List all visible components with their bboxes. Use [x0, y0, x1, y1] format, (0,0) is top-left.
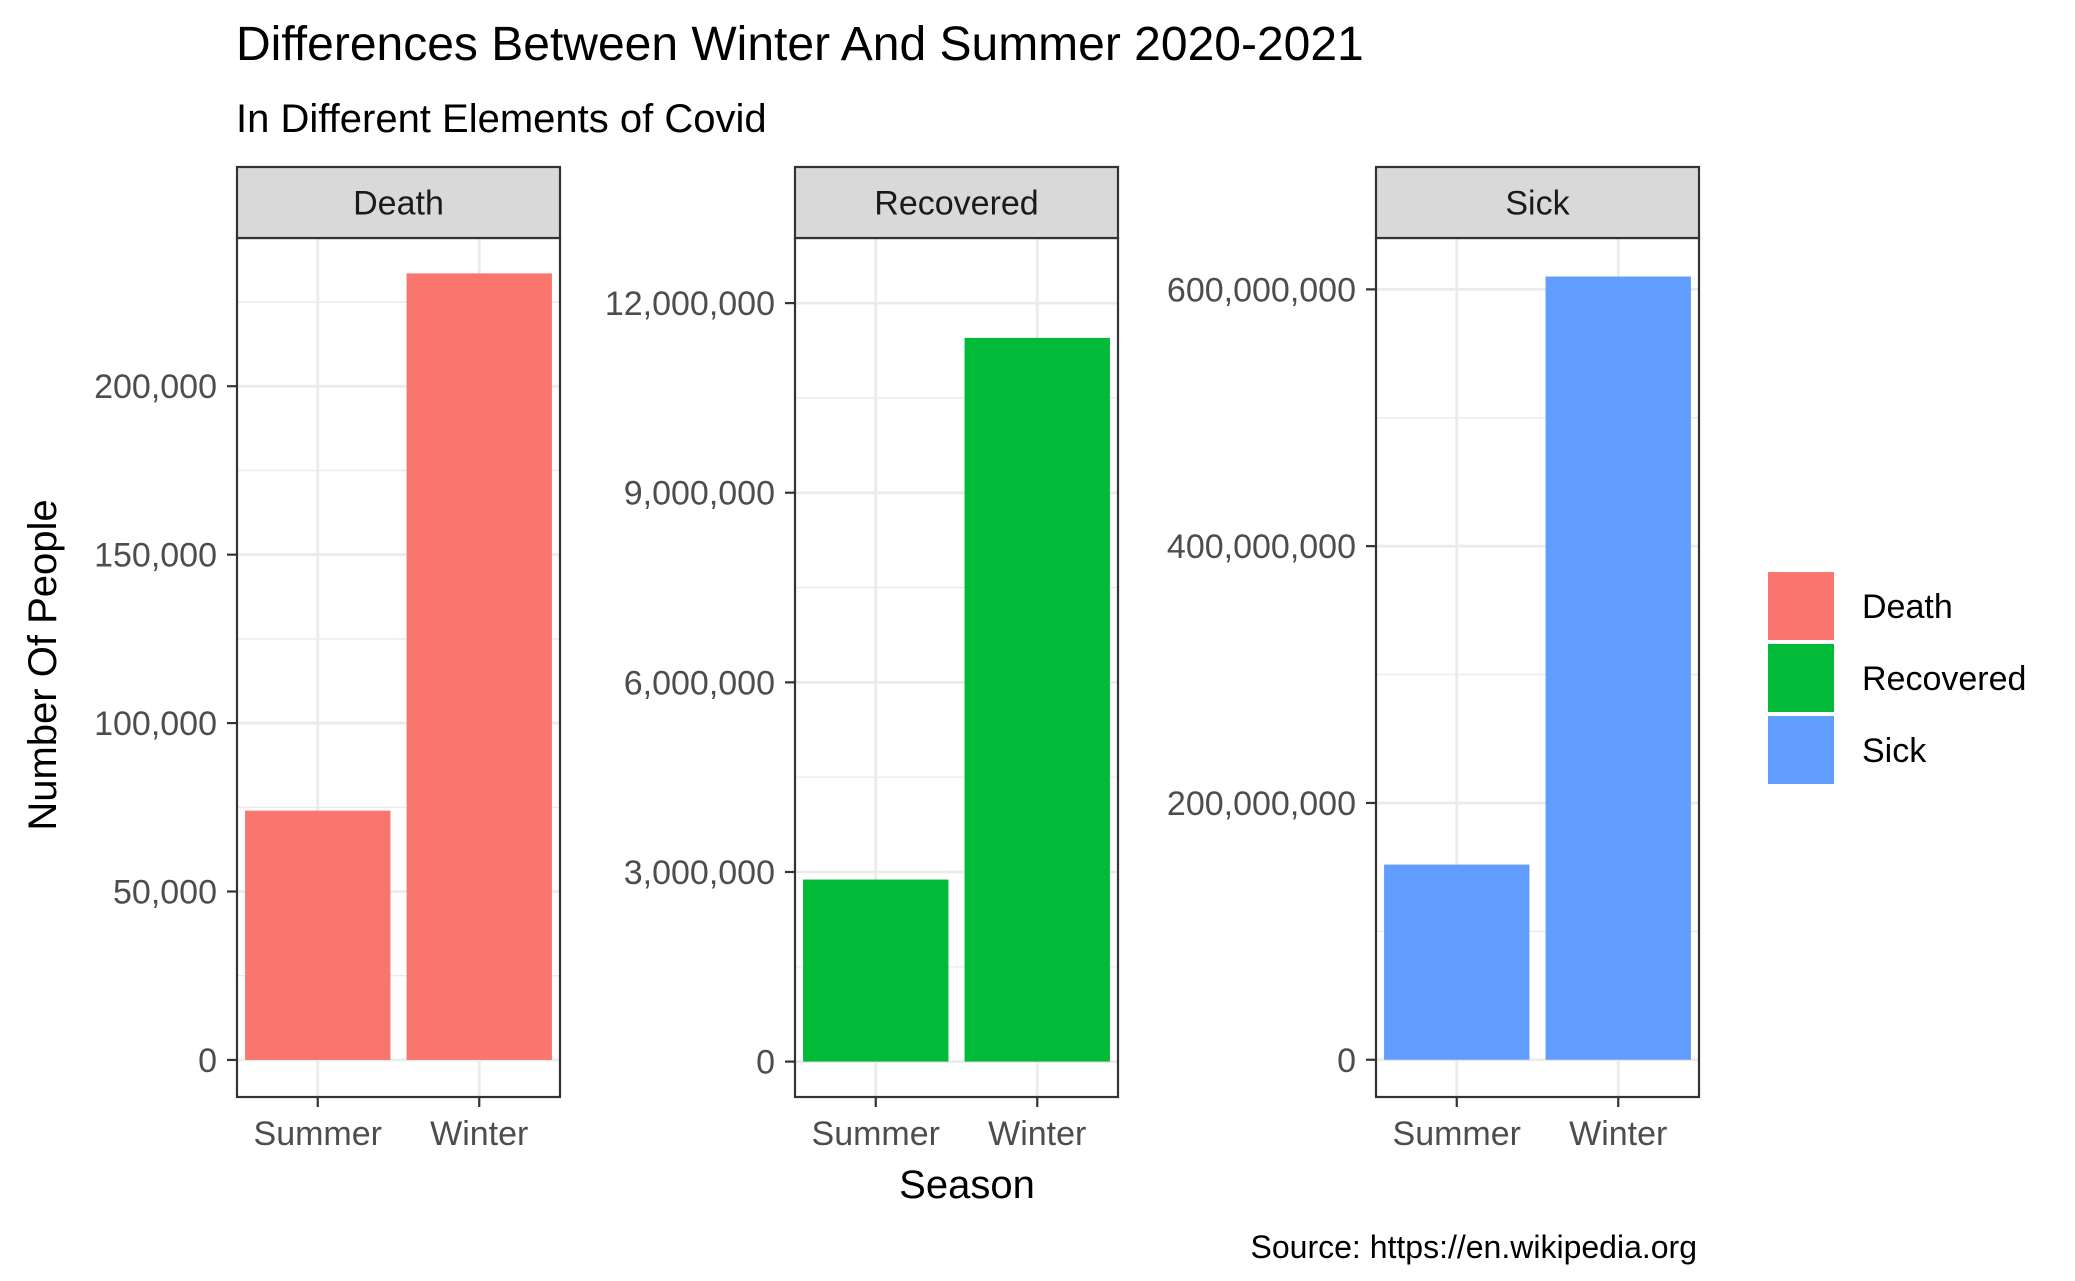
legend: Death Recovered Sick: [1768, 572, 2026, 784]
y-tick-label: 400,000,000: [1167, 528, 1356, 566]
facet-strip-label: Recovered: [874, 185, 1038, 223]
chart-subtitle: In Different Elements of Covid: [236, 97, 767, 141]
facet-strip: [1374, 165, 1701, 240]
y-tick-label: 50,000: [113, 874, 217, 912]
facet-sick: Sick 0 200,000,000 400,000,000 600,000,000 Su…: [1167, 165, 1701, 1153]
facet-strip-label: Sick: [1505, 185, 1570, 223]
y-tick-label: 12,000,000: [605, 285, 775, 323]
y-tick-label: 3,000,000: [624, 854, 775, 892]
x-tick-label: Summer: [254, 1115, 382, 1153]
x-tick-label: Summer: [1393, 1115, 1521, 1153]
bar-recovered-winter: [964, 337, 1110, 1062]
facet-strip: [793, 165, 1120, 240]
bar-sick-summer: [1384, 864, 1530, 1060]
legend-label-sick: Sick: [1862, 732, 1927, 770]
caption: Source: https://en.wikipedia.org: [1251, 1229, 1697, 1265]
facet-strip: [235, 165, 562, 240]
legend-key-recovered: [1768, 644, 1834, 712]
y-tick-label: 0: [198, 1042, 217, 1080]
x-tick-label: Winter: [988, 1115, 1086, 1153]
y-tick-label: 100,000: [94, 705, 217, 743]
legend-label-recovered: Recovered: [1862, 660, 2026, 698]
bar-death-summer: [245, 810, 391, 1060]
x-tick-label: Winter: [1569, 1115, 1667, 1153]
chart-title: Differences Between Winter And Summer 20…: [236, 18, 1364, 71]
x-tick-label: Winter: [430, 1115, 528, 1153]
bar-recovered-summer: [803, 879, 949, 1062]
y-tick-label: 0: [1337, 1042, 1356, 1080]
y-tick-label: 0: [756, 1044, 775, 1082]
y-tick-label: 150,000: [94, 537, 217, 575]
bar-death-winter: [406, 273, 552, 1060]
facet-death: Death 0 50,000 100,000 150,000 200,000 Summer W…: [94, 165, 562, 1153]
facet-strip-label: Death: [353, 185, 444, 223]
legend-key-death: [1768, 572, 1834, 640]
y-tick-label: 200,000,000: [1167, 785, 1356, 823]
x-tick-label: Summer: [812, 1115, 940, 1153]
bar-sick-winter: [1545, 276, 1691, 1060]
facet-panels: Death 0 50,000 100,000 150,000 200,000 Summer W…: [94, 165, 1701, 1153]
y-tick-label: 200,000: [94, 368, 217, 406]
legend-label-death: Death: [1862, 588, 1953, 626]
x-axis-title: Season: [899, 1163, 1035, 1207]
y-tick-label: 600,000,000: [1167, 271, 1356, 309]
y-tick-label: 6,000,000: [624, 664, 775, 702]
y-tick-label: 9,000,000: [624, 475, 775, 513]
legend-key-sick: [1768, 716, 1834, 784]
facet-recovered: Recovered 0 3,000,000 6,000,000 9,000,000 12,…: [605, 165, 1120, 1153]
y-axis-title: Number Of People: [21, 499, 65, 830]
